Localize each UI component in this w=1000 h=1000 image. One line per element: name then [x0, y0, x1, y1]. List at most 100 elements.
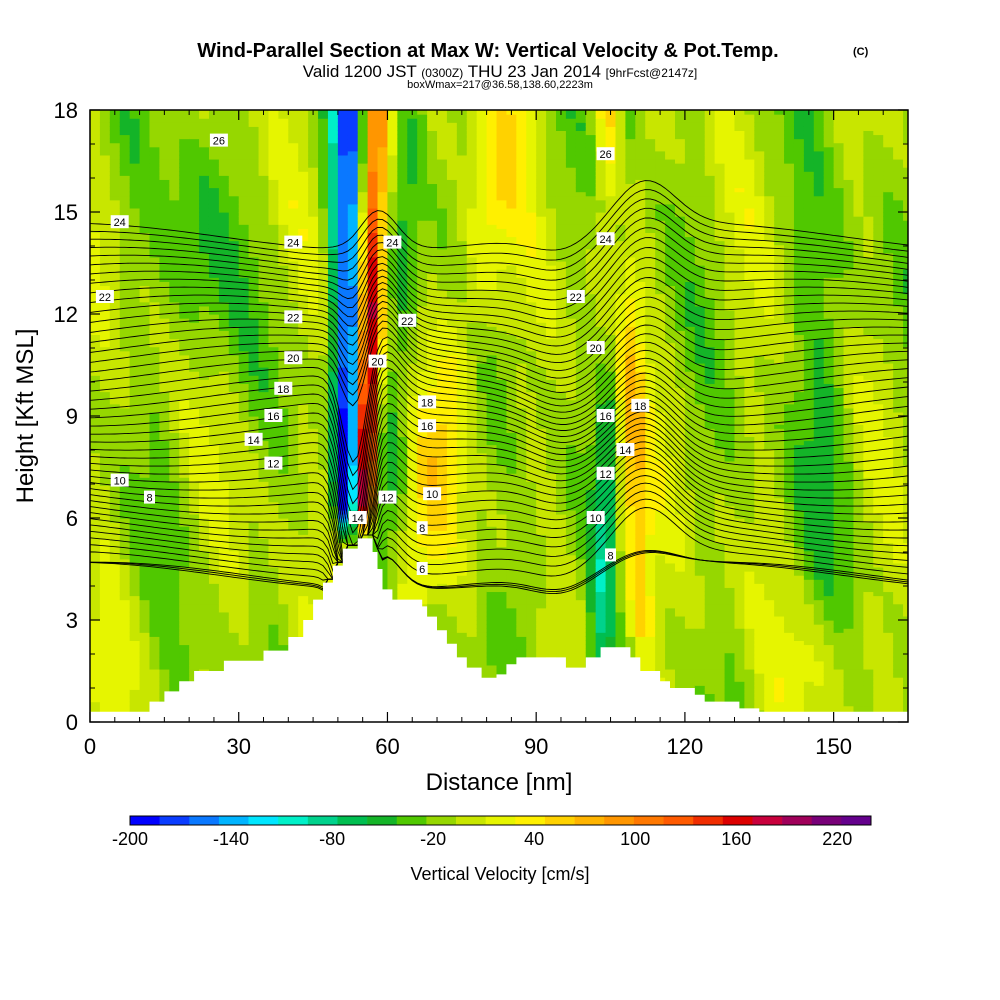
contour-label-box: [616, 443, 635, 456]
theta-contour-line: [90, 384, 908, 546]
theta-contour-line: [90, 313, 908, 386]
theta-contour-line: [90, 343, 908, 477]
contour-label: 10: [114, 476, 126, 488]
y-tick-label: 9: [66, 404, 78, 429]
contour-label-box: [383, 235, 402, 249]
colorbar-bin: [367, 816, 398, 825]
contour-label-box: [596, 232, 615, 246]
contour-label: 8: [146, 493, 152, 505]
contour-label: 14: [619, 445, 631, 457]
contour-label-box: [566, 290, 585, 303]
theta-contour-line: [90, 367, 908, 520]
contour-label-box: [110, 215, 129, 229]
colorbar-bin: [663, 816, 694, 825]
theta-contour-line: [90, 307, 908, 379]
contour-label-box: [284, 351, 303, 365]
x-tick-label: 30: [226, 734, 250, 759]
contour-label-box: [284, 235, 303, 249]
theta-contour-line: [90, 417, 908, 558]
theta-contour-line: [90, 300, 908, 371]
colorbar-bin: [130, 816, 160, 825]
contour-label-box: [418, 395, 437, 409]
colorbar-ticks: -200 -140 -80 -20 40 100 160 220: [112, 829, 852, 849]
theta-contour-line: [90, 490, 908, 581]
y-tick-label: 18: [54, 98, 78, 123]
contour-label-box: [264, 456, 283, 470]
y-tick-label: 0: [66, 710, 78, 735]
contour-label-box: [274, 381, 293, 395]
contour-label: 24: [386, 238, 398, 250]
contour-label: 12: [267, 459, 279, 471]
colorbar-tick-label: -20: [420, 829, 446, 849]
contour-label-box: [284, 310, 303, 324]
subtitle-fcst: [9hrFcst@2147z]: [606, 66, 698, 80]
theta-contour-line: [90, 435, 908, 564]
theta-contour-line: [90, 180, 908, 251]
theta-contour-line: [90, 482, 908, 580]
contour-label-box: [423, 487, 442, 501]
theta-contour-line: [90, 351, 908, 491]
theta-contour-line: [90, 217, 908, 291]
theta-contour-line: [90, 411, 908, 546]
theta-contour-line: [90, 294, 908, 364]
theta-contour-line: [90, 247, 908, 320]
theta-contour-line: [90, 498, 908, 580]
theta-contour-line: [90, 534, 908, 593]
contour-label: 26: [213, 136, 225, 148]
theta-contours: [90, 180, 908, 595]
contour-label: 12: [381, 493, 393, 505]
contour-label-box: [110, 473, 129, 487]
contour-label: 20: [371, 357, 383, 369]
y-tick-label: 6: [66, 506, 78, 531]
colorbar-tick-label: 160: [721, 829, 751, 849]
colorbar-bin: [633, 816, 664, 825]
contour-label-box: [244, 432, 263, 446]
theta-contour-line: [90, 227, 908, 301]
contour-label: 14: [247, 435, 259, 447]
colorbar-bin: [278, 816, 309, 825]
colorbar-bin: [248, 816, 279, 825]
theta-contour-line: [90, 423, 908, 563]
colorbar-bin: [337, 816, 368, 825]
x-tick-label: 60: [375, 734, 399, 759]
y-tick-label: 3: [66, 608, 78, 633]
contour-label: 24: [114, 217, 126, 229]
theta-contour-line: [90, 359, 908, 505]
contour-label-box: [605, 548, 616, 562]
contour-label: 16: [599, 411, 611, 423]
contour-labels: 26 26 24 24 24 24 22 22 22 22 20 20 20 18 18 18 16 16 16 14…: [95, 133, 650, 576]
theta-contour-line: [90, 207, 908, 281]
subtitle-valid: Valid 1200 JST: [303, 62, 417, 81]
contour-label-box: [95, 290, 114, 303]
y-tick-label: 12: [54, 302, 78, 327]
colorbar-tick-label: -140: [213, 829, 249, 849]
contour-label-box: [348, 511, 367, 524]
colorbar-tick-label: 220: [822, 829, 852, 849]
x-tick-label: 120: [667, 734, 704, 759]
colorbar-tick-label: 40: [524, 829, 544, 849]
theta-contour-line: [90, 198, 908, 271]
contour-label: 10: [590, 513, 602, 525]
contour-label: 8: [607, 550, 613, 562]
colorbar-bin: [426, 816, 457, 825]
x-tick-label: 0: [84, 734, 96, 759]
chart-title-mark: (C): [853, 46, 869, 58]
contour-label-box: [398, 313, 417, 327]
theta-contour-line: [90, 327, 908, 407]
contour-label-box: [264, 409, 283, 422]
colorbar-bin: [574, 816, 605, 825]
colorbar-bin: [307, 816, 338, 825]
contour-label-box: [586, 341, 605, 354]
theta-contour-line: [90, 441, 908, 563]
theta-contour-line: [90, 460, 908, 563]
theta-contour-line: [90, 534, 908, 595]
colorbar-bin: [189, 816, 220, 825]
theta-contour-line: [90, 402, 908, 546]
colorbar-bin: [544, 816, 575, 825]
contour-label: 12: [599, 469, 611, 481]
terrain-profile: [90, 538, 908, 722]
contour-label-box: [378, 490, 397, 504]
contour-label: 22: [570, 292, 582, 304]
chart-title: Wind-Parallel Section at Max W: Vertical…: [197, 40, 778, 62]
theta-contour-line: [90, 336, 908, 463]
